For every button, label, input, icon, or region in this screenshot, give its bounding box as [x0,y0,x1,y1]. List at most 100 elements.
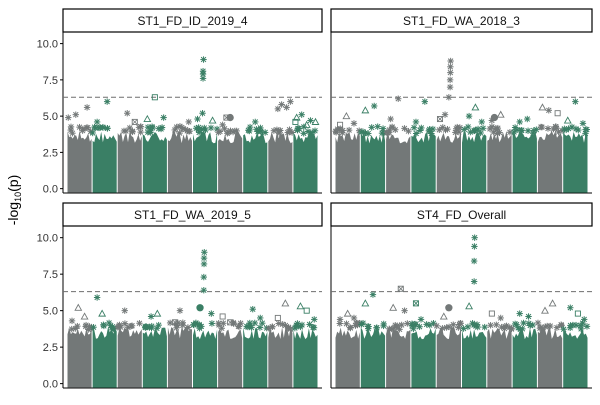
data-point [471,103,480,111]
data-point [446,83,454,91]
texture-point [67,123,75,131]
data-point [200,260,208,268]
data-point [436,116,444,123]
data-point [227,319,234,326]
chromosome-texture-4 [410,124,437,137]
chromosome-block-2 [92,326,117,388]
texture-point [246,123,254,131]
data-point [226,113,234,122]
data-point [337,121,344,128]
data-point [465,302,474,310]
texture-point [339,127,346,134]
texture-point [410,325,417,332]
chromosome-texture-3 [114,320,143,331]
data-point [219,313,226,320]
texture-point [533,126,540,133]
texture-point [137,128,144,136]
texture-point [583,323,591,330]
data-point [447,57,454,65]
chromosome-block-9 [537,130,563,193]
texture-point [215,320,222,327]
data-point [311,117,320,125]
data-point [567,304,574,311]
texture-point [104,125,111,132]
data-point [147,313,155,320]
data-point [395,95,402,102]
facet-title: ST1_FD_WA_2018_3 [403,14,520,28]
chromosome-block-2 [360,327,386,388]
data-point [131,118,138,125]
outlier-points [65,56,320,130]
texture-point [184,324,192,331]
facet-panels: ST1_FD_ID_2019_40.02.55.07.510.0ST1_FD_W… [37,8,593,391]
texture-point [193,125,200,132]
data-point [446,76,454,84]
data-point [572,98,579,105]
data-point [401,307,408,314]
data-point [176,307,184,314]
data-point [143,114,152,123]
data-point [200,273,207,281]
chromosome-block-4 [411,328,436,388]
data-point [350,314,358,322]
y-axis-label-subscript: 10 [13,192,23,202]
data-point [412,300,419,307]
chromosome-block-1 [67,327,92,388]
chromosome-block-9 [537,326,563,388]
data-point [421,98,429,105]
chromosome-block-7 [218,328,243,388]
texture-point [481,323,488,331]
texture-point [135,124,143,131]
data-point [311,316,318,323]
chromosome-block-6 [193,131,218,193]
data-point [219,121,226,129]
data-point [361,299,370,307]
texture-point [418,124,425,132]
chromosome-texture-10 [291,320,318,332]
data-point [538,103,547,111]
chromosome-texture-8 [243,319,270,332]
data-point [83,104,91,111]
texture-point [496,129,503,136]
y-tick-label: 2.5 [43,147,58,159]
texture-point [358,321,365,328]
facet-strip [330,202,593,227]
outlier-points [337,57,587,128]
y-axis-label: -log10(p) [5,175,23,226]
chromosome-texture-2 [90,319,118,333]
texture-point [136,320,143,327]
chromosome-texture-4 [141,321,162,332]
chromosome-block-2 [360,130,386,193]
data-point [281,299,290,307]
chromosome-texture-10 [560,319,591,333]
data-point [151,94,158,101]
chromosome-texture-2 [89,123,111,137]
chromosome-block-10 [563,130,588,193]
chromosome-texture-2 [358,319,387,332]
facet-strip [62,202,323,227]
chromosome-block-5 [167,326,192,388]
chromosome-block-5 [167,130,192,193]
texture-point [115,322,122,330]
chromosome-block-2 [92,131,117,193]
chromosome-block-4 [142,132,167,193]
texture-point [401,125,408,132]
chromosome-texture-9 [270,126,296,137]
data-point [478,118,485,126]
chromosome-texture-7 [486,123,514,137]
texture-point [565,125,572,132]
facet-panel-3: ST1_FD_WA_2019_5 0.0 2.5 5.0 7.5 10.0 [37,202,323,391]
data-point [389,303,398,311]
data-point [287,98,294,105]
texture-point [416,323,423,330]
texture-point [508,325,515,333]
texture-point [487,322,494,329]
chromosome-block-8 [243,326,268,388]
texture-point [426,321,433,329]
data-point [278,101,285,108]
data-point [574,310,581,317]
texture-point [120,127,128,135]
data-point [208,116,217,124]
chromosome-texture-1 [67,123,94,137]
